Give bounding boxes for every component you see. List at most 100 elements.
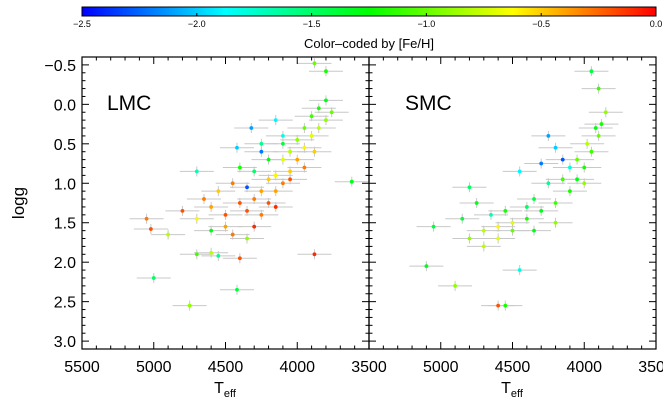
colorbar-gradient	[81, 6, 657, 17]
data-point	[539, 208, 544, 213]
data-point	[216, 189, 221, 194]
data-point	[259, 212, 264, 217]
data-point	[349, 179, 354, 184]
data-point	[532, 228, 536, 233]
data-point	[324, 118, 328, 123]
data-point	[539, 161, 544, 166]
data-point	[603, 110, 608, 115]
data-point	[568, 189, 572, 194]
data-point	[194, 216, 199, 221]
colorbar-tick-label: −0.5	[532, 19, 550, 29]
data-point	[295, 157, 300, 162]
data-point	[524, 205, 529, 209]
data-point	[273, 189, 278, 194]
data-point	[302, 145, 307, 150]
data-point	[503, 303, 508, 308]
data-point	[517, 169, 522, 174]
data-point	[273, 173, 278, 178]
data-point	[302, 126, 307, 130]
data-point	[553, 145, 558, 150]
data-point	[575, 177, 579, 182]
data-point	[599, 122, 604, 126]
colorbar-tick-label: −1.5	[303, 19, 321, 29]
lmc-panel: 5500 5000 4500 4000 3500 −0.5 0.0 0.5 1.0 1.5 2.0 2…	[9, 56, 387, 398]
data-point	[560, 157, 565, 162]
data-point	[481, 244, 486, 249]
colorbar-label: Color–coded by [Fe/H]	[304, 36, 434, 51]
data-point	[517, 268, 522, 272]
data-point	[194, 252, 199, 257]
data-point	[503, 208, 508, 213]
lmc-x-axis-label: Teff	[214, 380, 237, 398]
lmc-points	[129, 58, 369, 311]
x-tick-label: 3500	[638, 359, 663, 376]
data-point	[496, 224, 501, 229]
data-point	[230, 181, 235, 186]
data-point	[453, 283, 457, 288]
data-point	[223, 212, 228, 217]
data-point	[209, 205, 214, 209]
x-tick-label: 5500	[64, 359, 100, 376]
colorbar-ticks: −2.5 −2.0 −1.5 −1.0 −0.5 0.0	[73, 13, 662, 29]
colorbar-tick-label: −2.0	[188, 19, 206, 29]
data-point	[510, 228, 515, 233]
data-point	[281, 134, 285, 138]
data-point	[259, 141, 264, 146]
data-point	[596, 134, 601, 138]
data-point	[302, 165, 307, 170]
data-point	[324, 69, 328, 74]
data-point	[474, 201, 479, 205]
data-point	[324, 98, 328, 103]
data-point	[259, 189, 264, 194]
data-point	[568, 165, 572, 170]
colorbar-tick-label: −1.0	[418, 19, 436, 29]
smc-x-axis-label-sub: eff	[511, 388, 524, 398]
data-point	[187, 303, 192, 308]
data-point	[524, 216, 529, 221]
data-point	[202, 197, 206, 201]
data-point	[252, 224, 257, 229]
data-point	[424, 264, 429, 269]
data-point	[209, 250, 214, 255]
data-point	[266, 157, 271, 162]
data-point	[245, 185, 249, 190]
smc-panel: 5000 4500 4000 3500 SMC Teff	[368, 56, 663, 398]
data-point	[194, 169, 199, 174]
x-tick-label: 4500	[208, 359, 244, 376]
data-point	[316, 126, 321, 130]
smc-axes: 5000 4500 4000 3500	[368, 56, 663, 376]
data-point	[288, 177, 292, 182]
colorbar-tick-label: −2.5	[73, 19, 91, 29]
data-point	[237, 256, 242, 261]
data-point	[151, 276, 156, 280]
smc-x-axis-label: Teff	[501, 380, 524, 398]
smc-panel-label: SMC	[405, 92, 452, 115]
y-tick-label: 2.5	[54, 295, 76, 312]
colorbar: −2.5 −2.0 −1.5 −1.0 −0.5 0.0 Color–coded by […	[73, 6, 662, 51]
y-tick-label: 3.0	[54, 334, 76, 351]
y-tick-label: 0.5	[54, 137, 76, 154]
y-tick-label: 1.5	[54, 216, 76, 233]
y-tick-label: 0.0	[54, 97, 76, 114]
data-point	[237, 201, 242, 205]
data-point	[496, 236, 501, 241]
data-point	[431, 224, 436, 229]
smc-points	[409, 66, 623, 311]
data-point	[223, 224, 228, 229]
y-tick-label: 1.0	[54, 176, 76, 193]
data-point	[273, 118, 278, 123]
lmc-panel-label: LMC	[107, 92, 151, 115]
data-point	[252, 197, 257, 201]
data-point	[209, 228, 214, 233]
data-point	[460, 216, 465, 221]
data-point	[281, 181, 285, 186]
lmc-x-axis-label-main: T	[214, 380, 224, 397]
data-point	[312, 61, 317, 66]
data-point	[252, 169, 257, 174]
data-point	[245, 208, 249, 213]
y-axis-label: logg	[9, 187, 28, 219]
x-tick-label: 5000	[136, 359, 172, 376]
x-tick-label: 5000	[423, 359, 459, 376]
lmc-axes: 5500 5000 4500 4000 3500 −0.5 0.0 0.5 1.0 1.5 2.0 2…	[44, 56, 387, 376]
data-point	[553, 220, 558, 225]
